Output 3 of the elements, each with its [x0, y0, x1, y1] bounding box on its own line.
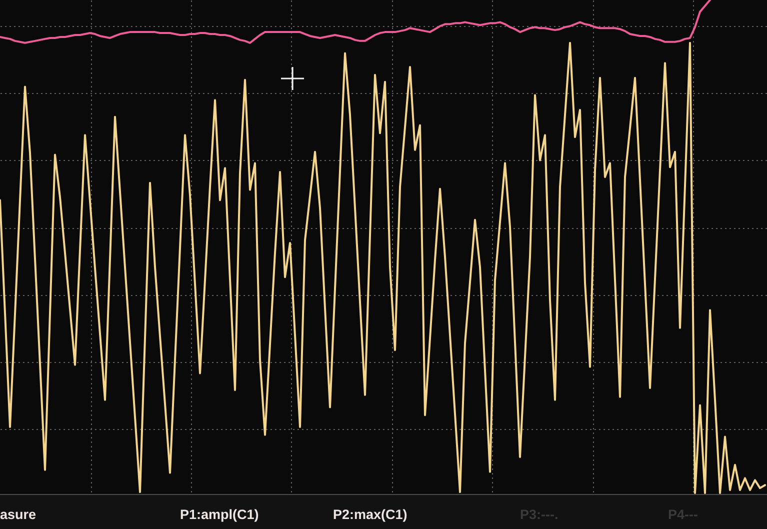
text: P1:ampl(C1)	[180, 507, 259, 523]
text: P2:max(C1)	[333, 507, 408, 523]
text: asure	[0, 507, 36, 523]
